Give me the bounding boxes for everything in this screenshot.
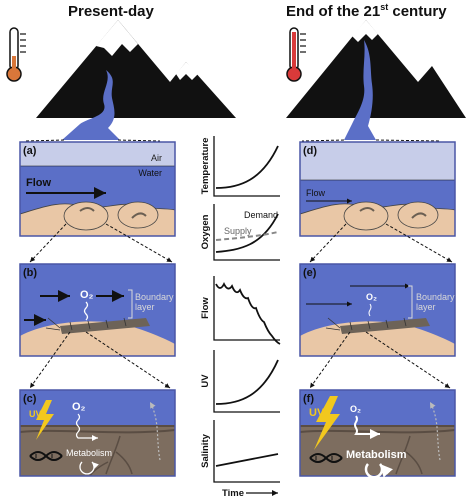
air-label: Air	[151, 153, 162, 163]
ylabel-temperature: Temperature	[200, 138, 211, 195]
o2-label-c: O₂	[72, 401, 86, 413]
panel-label-e: (e)	[303, 267, 317, 279]
left-title: Present-day	[68, 3, 155, 20]
larva-icon	[45, 317, 150, 334]
panel-d: (d) Flow	[299, 141, 456, 237]
panel-f: (f) UV O₂ Metabolism	[299, 389, 456, 479]
uv-label-f: UV	[309, 407, 325, 419]
boundary-label-e2: layer	[416, 302, 436, 312]
ylabel-flow: Flow	[200, 297, 211, 319]
temperature-line	[215, 145, 279, 189]
panel-label-d: (d)	[303, 145, 317, 157]
right-mountain-icon	[286, 20, 466, 140]
demand-line	[215, 213, 279, 253]
thermometer-cold-icon	[6, 27, 26, 82]
refresh-arrow-icon	[79, 461, 99, 475]
right-title: End of the 21st century	[286, 2, 447, 20]
boundary-label-b1: Boundary	[135, 292, 174, 302]
supply-line	[215, 231, 279, 241]
lightning-icon	[36, 400, 54, 440]
metabolism-label-f: Metabolism	[346, 449, 407, 461]
ylabel-oxygen: Oxygen	[200, 214, 211, 249]
ylabel-uv: UV	[200, 374, 211, 388]
chart-salinity: Salinity	[200, 420, 280, 483]
demand-label: Demand	[244, 210, 278, 220]
panel-a: (a) Air Water Flow	[19, 141, 176, 237]
uv-line	[215, 359, 279, 405]
larva-icon	[325, 317, 430, 334]
metabolism-label-c: Metabolism	[66, 448, 112, 458]
boundary-label-e1: Boundary	[416, 292, 455, 302]
xlabel-time: Time	[222, 488, 244, 499]
flow-label-a: Flow	[26, 177, 51, 189]
larva-icon	[359, 207, 427, 219]
left-mountain-icon	[36, 20, 236, 140]
panel-label-c: (c)	[23, 393, 37, 405]
o2-label-f: O₂	[350, 404, 361, 414]
dna-icon	[309, 453, 343, 463]
panel-c: (c) UV O₂ Metabolism	[19, 389, 176, 477]
panel-e: (e) O₂ Boundary layer	[299, 263, 456, 357]
panel-b: (b) O₂ Boundary layer	[19, 263, 176, 357]
chart-oxygen: Demand Supply Oxygen	[200, 204, 280, 261]
dna-icon	[29, 451, 63, 461]
lightning-icon	[314, 396, 340, 450]
panel-label-a: (a)	[23, 145, 37, 157]
larva-icon	[79, 207, 147, 219]
center-charts: Temperature Demand Supply Oxygen Flow UV	[200, 136, 281, 499]
flow-line	[215, 281, 281, 345]
refresh-arrow-icon	[364, 463, 393, 479]
supply-label: Supply	[224, 226, 252, 236]
o2-label-e: O₂	[366, 292, 377, 302]
panel-label-f: (f)	[303, 393, 314, 405]
flow-label-d: Flow	[306, 188, 326, 198]
water-label: Water	[138, 168, 162, 178]
o2-label-b: O₂	[80, 289, 94, 301]
salinity-line	[215, 453, 279, 467]
boundary-label-b2: layer	[135, 302, 155, 312]
chart-flow: Flow	[200, 276, 281, 345]
thermometer-hot-icon	[286, 27, 306, 82]
panel-label-b: (b)	[23, 267, 37, 279]
chart-temperature: Temperature	[200, 136, 280, 197]
uv-label-c: UV	[29, 409, 42, 419]
chart-uv: UV	[200, 350, 280, 413]
ylabel-salinity: Salinity	[200, 433, 211, 468]
